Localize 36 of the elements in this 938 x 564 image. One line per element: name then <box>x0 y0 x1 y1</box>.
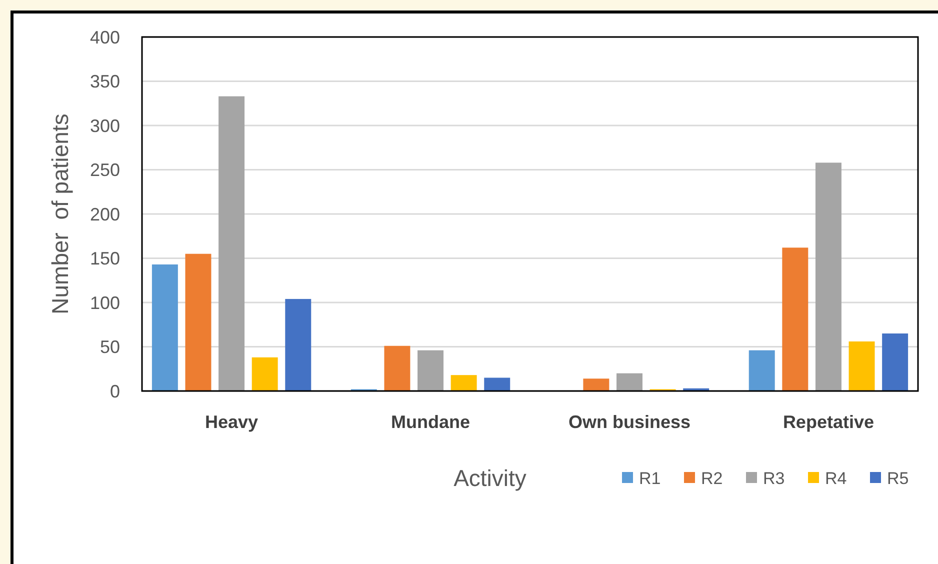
bar <box>583 378 610 391</box>
y-tick-label: 400 <box>90 27 120 48</box>
bar <box>450 375 477 391</box>
y-tick-label: 100 <box>90 292 120 313</box>
bar <box>252 357 278 391</box>
bar <box>484 378 510 391</box>
bar <box>384 346 410 391</box>
bar <box>782 248 808 391</box>
bar <box>815 162 842 391</box>
legend-label: R5 <box>887 468 909 488</box>
y-axis-title: Number of patients <box>47 114 73 314</box>
y-tick-label: 300 <box>90 116 120 136</box>
y-tick-label: 350 <box>90 72 120 92</box>
y-tick-label: 0 <box>110 381 120 402</box>
bar <box>285 298 312 391</box>
legend-label: R1 <box>639 468 661 488</box>
x-tick-label: Repetative <box>782 412 874 432</box>
bar <box>418 350 444 391</box>
bar <box>218 96 245 391</box>
bar <box>616 373 642 391</box>
bar <box>748 350 775 391</box>
y-tick-label: 200 <box>90 204 120 224</box>
bar <box>185 254 212 391</box>
legend-label: R2 <box>701 468 723 488</box>
y-tick-label: 150 <box>90 248 120 269</box>
x-tick-label: Own business <box>568 412 691 432</box>
x-tick-label: Mundane <box>391 412 470 432</box>
x-axis-title: Activity <box>454 465 527 491</box>
legend-label: R3 <box>763 468 785 488</box>
bar <box>848 341 875 391</box>
x-tick-label: Heavy <box>205 412 258 432</box>
y-tick-label: 50 <box>100 337 120 358</box>
bar <box>882 333 908 391</box>
legend-label: R4 <box>825 468 847 488</box>
bar <box>152 264 178 391</box>
y-tick-label: 250 <box>90 160 120 180</box>
